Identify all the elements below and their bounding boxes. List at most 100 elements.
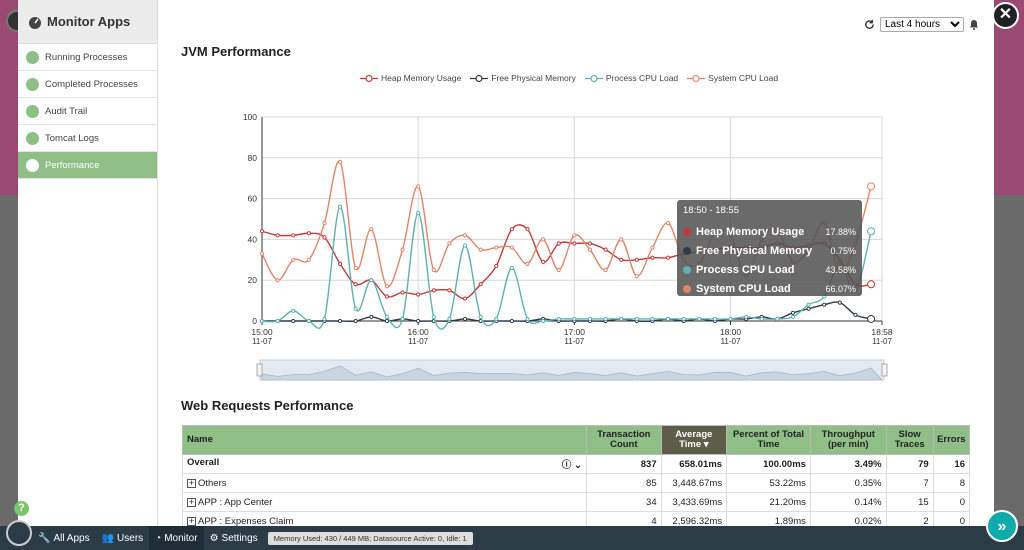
data-point xyxy=(259,318,265,324)
data-point xyxy=(665,255,671,260)
data-point xyxy=(603,316,608,322)
data-point xyxy=(650,245,655,250)
refresh-icon[interactable] xyxy=(864,19,875,30)
taskbar-all-apps[interactable]: 🔧 All Apps xyxy=(32,526,96,550)
cell-pct: 21.20ms xyxy=(726,492,811,512)
col-percent-total-time[interactable]: Percent of Total Time xyxy=(726,425,811,455)
cell-count: 85 xyxy=(585,473,662,493)
cell-thr: 3.49% xyxy=(809,454,887,474)
data-point xyxy=(416,210,421,215)
data-point xyxy=(416,318,421,324)
tooltip-series-value: 43.58% xyxy=(825,264,856,275)
x-tick-date: 11-07 xyxy=(721,337,741,346)
data-point xyxy=(337,261,343,266)
legend-item[interactable]: Process CPU Load xyxy=(584,73,678,83)
help-icon[interactable]: ? xyxy=(14,501,29,516)
col-errors[interactable]: Errors xyxy=(932,425,971,455)
legend-item[interactable]: Free Physical Memory xyxy=(470,73,576,83)
data-point xyxy=(291,233,296,238)
data-point xyxy=(384,284,390,289)
data-point xyxy=(462,243,468,248)
data-point xyxy=(759,316,764,322)
sidebar-item-completed-processes[interactable]: Completed Processes xyxy=(18,71,157,98)
data-point xyxy=(556,241,561,246)
cell-avg: 658.01ms xyxy=(660,454,728,474)
table-row[interactable]: Overall ⓘ ⌄ 837 658.01ms 100.00ms 3.49% 7… xyxy=(182,454,971,474)
sidebar-item-label: Tomcat Logs xyxy=(45,132,99,144)
cell-pct: 100.00ms xyxy=(726,454,811,474)
legend-item[interactable]: Heap Memory Usage xyxy=(360,73,461,83)
bell-icon[interactable] xyxy=(969,19,979,30)
data-point xyxy=(509,245,514,250)
x-tick-date: 11-07 xyxy=(872,337,892,346)
expand-icon[interactable]: + xyxy=(187,515,196,526)
data-point xyxy=(867,182,876,191)
expand-icon[interactable]: + xyxy=(187,477,196,488)
legend-item[interactable]: System CPU Load xyxy=(687,73,778,83)
x-tick-date: 11-07 xyxy=(408,337,428,346)
forward-icon[interactable]: » xyxy=(986,510,1018,542)
data-point xyxy=(462,316,468,322)
data-point xyxy=(447,316,452,322)
data-point xyxy=(634,316,639,322)
taskbar-monitor[interactable]: ◔ Monitor xyxy=(149,526,204,550)
col-throughput[interactable]: Throughput (per min) xyxy=(809,425,887,455)
data-point xyxy=(431,288,436,293)
close-icon[interactable]: ✕ xyxy=(992,2,1019,29)
info-icon[interactable]: ⓘ ⌄ xyxy=(561,460,582,471)
data-point xyxy=(650,316,655,322)
data-point xyxy=(306,231,311,236)
data-point xyxy=(541,259,546,264)
table-row[interactable]: + APP : App Center 34 3,433.69ms 21.20ms … xyxy=(182,492,971,512)
data-point xyxy=(447,288,452,293)
table-row[interactable]: + Others 85 3,448.67ms 53.22ms 0.35% 7 8 xyxy=(182,473,971,493)
data-point xyxy=(384,314,390,320)
col-average-time[interactable]: Average Time ▾ xyxy=(660,425,728,455)
data-point xyxy=(275,278,280,283)
col-slow-traces[interactable]: Slow Traces xyxy=(885,425,934,455)
data-point xyxy=(494,263,499,269)
data-point xyxy=(353,282,358,287)
cell-name: + Others xyxy=(182,473,587,493)
cell-avg: 3,448.67ms xyxy=(660,473,728,493)
sidebar-item-running-processes[interactable]: Running Processes xyxy=(18,44,157,71)
tooltip-row: System CPU Load 66.07% xyxy=(683,279,856,298)
gear-icon: ⚙ xyxy=(209,532,219,544)
time-range-controls: Last 4 hours xyxy=(864,17,979,32)
cell-thr: 0.35% xyxy=(809,473,887,493)
data-point xyxy=(806,302,811,307)
taskbar-users[interactable]: 👥 Users xyxy=(96,526,150,550)
data-point xyxy=(275,318,280,324)
navigator-handle-left xyxy=(256,363,263,377)
app-logo-icon[interactable] xyxy=(6,520,32,546)
bullet-icon xyxy=(26,50,39,64)
data-point xyxy=(353,318,358,324)
data-point xyxy=(525,316,530,322)
data-point xyxy=(337,318,343,324)
sidebar-item-performance[interactable]: Performance xyxy=(18,152,157,179)
data-point xyxy=(603,267,608,273)
sidebar-item-tomcat-logs[interactable]: Tomcat Logs xyxy=(18,125,157,152)
tooltip-color-swatch xyxy=(683,227,691,236)
navigator-handle-right xyxy=(881,363,888,377)
data-point xyxy=(744,314,749,320)
cell-slow: 79 xyxy=(885,454,934,474)
sidebar-item-label: Audit Trail xyxy=(45,105,88,117)
col-transaction-count[interactable]: Transaction Count xyxy=(585,425,662,455)
time-range-select[interactable]: Last 4 hours xyxy=(880,17,964,32)
memory-status: Memory Used: 430 / 449 MB; Datasource Ac… xyxy=(267,531,473,545)
data-point xyxy=(259,229,265,234)
expand-icon[interactable]: + xyxy=(187,496,196,507)
tooltip-series-value: 0.75% xyxy=(830,245,856,256)
taskbar-label: Users xyxy=(117,532,144,544)
taskbar-settings[interactable]: ⚙ Settings xyxy=(204,526,264,550)
cell-thr: 0.14% xyxy=(809,492,887,512)
cell-slow: 15 xyxy=(885,492,934,512)
data-point xyxy=(572,316,577,322)
x-tick-label: 17:00 xyxy=(564,327,586,337)
bullet-icon xyxy=(26,158,39,172)
sidebar-item-label: Completed Processes xyxy=(45,78,138,90)
data-point xyxy=(541,318,546,324)
col-name[interactable]: Name xyxy=(182,425,587,455)
sidebar-item-audit-trail[interactable]: Audit Trail xyxy=(18,98,157,125)
